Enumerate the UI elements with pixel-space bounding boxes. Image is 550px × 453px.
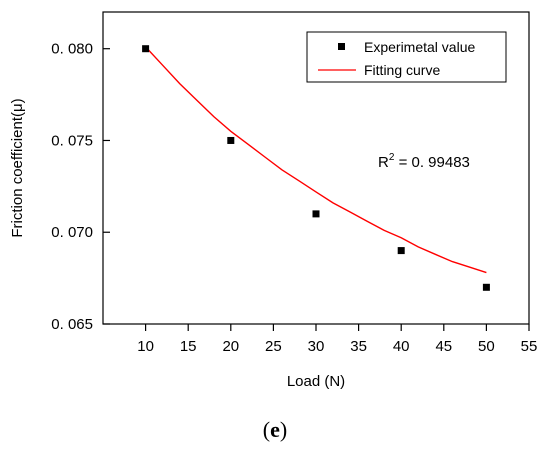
- data-point: [142, 45, 150, 53]
- x-tick-label: 10: [137, 338, 154, 355]
- fitting-curve-line: [145, 46, 487, 274]
- panel-label: (e): [263, 417, 287, 442]
- x-axis: 10 15 20 25 30 35 40 45 50 55: [137, 324, 537, 355]
- data-point: [312, 210, 320, 218]
- x-tick-label: 40: [393, 338, 410, 355]
- data-point: [227, 136, 235, 144]
- legend-label-experimental: Experimetal value: [364, 39, 475, 55]
- x-tick-label: 20: [222, 338, 239, 355]
- fitting-curve-series: [145, 46, 487, 274]
- legend: Experimetal value Fitting curve: [306, 31, 507, 83]
- x-tick-label: 30: [308, 338, 325, 355]
- panel-label-letter: e: [270, 417, 280, 442]
- y-tick-label: 0. 065: [51, 316, 93, 333]
- panel-label-close: ): [280, 417, 287, 442]
- x-tick-label: 25: [265, 338, 282, 355]
- experimental-value-series: [142, 45, 490, 291]
- legend-marker-experimental: [338, 43, 345, 50]
- x-tick-label: 35: [350, 338, 367, 355]
- data-point: [397, 247, 405, 255]
- data-point: [482, 283, 490, 291]
- r-squared-annotation: R2 = 0. 99483: [378, 152, 470, 171]
- r-value: = 0. 99483: [394, 154, 469, 171]
- panel-label-open: (: [263, 417, 270, 442]
- x-tick-label: 15: [180, 338, 197, 355]
- y-axis-title: Friction coefficient(μ): [9, 98, 26, 237]
- x-tick-label: 45: [435, 338, 452, 355]
- x-tick-label: 50: [478, 338, 495, 355]
- x-tick-label: 55: [521, 338, 538, 355]
- y-tick-label: 0. 070: [51, 224, 93, 241]
- y-tick-label: 0. 080: [51, 41, 93, 58]
- r-exponent: 2: [389, 152, 395, 163]
- legend-label-fitting: Fitting curve: [364, 62, 440, 78]
- x-axis-title: Load (N): [287, 373, 345, 390]
- y-axis: 0. 065 0. 070 0. 075 0. 080: [51, 41, 110, 333]
- r-symbol: R: [378, 154, 389, 171]
- y-tick-label: 0. 075: [51, 132, 93, 149]
- legend-box: [306, 31, 507, 83]
